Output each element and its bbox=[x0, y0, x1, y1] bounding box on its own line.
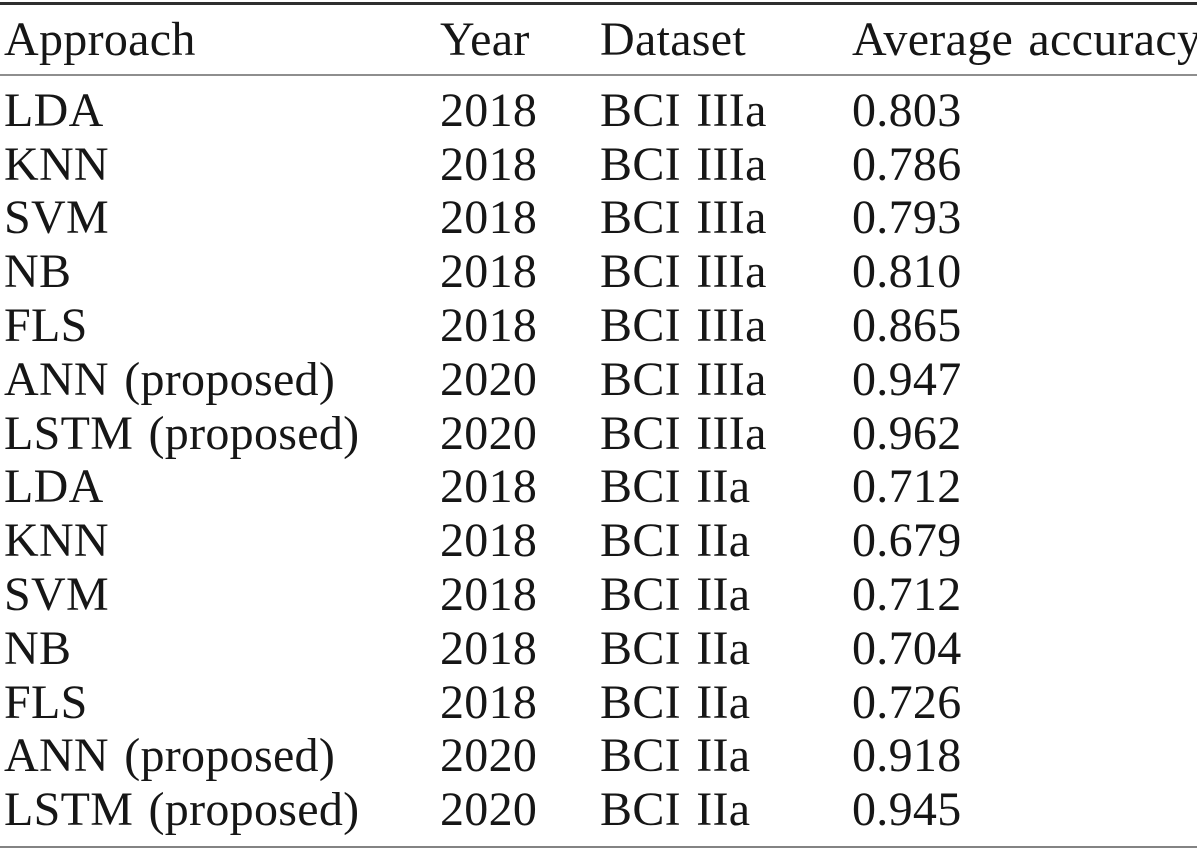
cell-accuracy: 0.704 bbox=[852, 621, 962, 675]
cell-dataset: BCI IIa bbox=[600, 675, 751, 729]
column-header-average-accuracy: Average accuracy bbox=[852, 12, 1197, 66]
cell-accuracy: 0.945 bbox=[852, 783, 962, 837]
cell-year: 2018 bbox=[440, 83, 538, 137]
table-row: LSTM (proposed) 2020 BCI IIa 0.945 bbox=[0, 783, 1197, 837]
cell-approach: LSTM (proposed) bbox=[4, 406, 360, 460]
table-row: ANN (proposed) 2020 BCI IIIa 0.947 bbox=[0, 353, 1197, 407]
cell-dataset: BCI IIIa bbox=[600, 245, 767, 299]
cell-year: 2018 bbox=[440, 621, 538, 675]
cell-approach: NB bbox=[4, 621, 72, 675]
cell-year: 2020 bbox=[440, 406, 538, 460]
table-top-rule bbox=[0, 2, 1197, 5]
cell-approach: ANN (proposed) bbox=[4, 729, 336, 783]
cell-year: 2018 bbox=[440, 245, 538, 299]
table-row: LDA 2018 BCI IIa 0.712 bbox=[0, 461, 1197, 515]
table-header-row: Approach Year Dataset Average accuracy bbox=[0, 5, 1197, 74]
cell-year: 2020 bbox=[440, 783, 538, 837]
cell-accuracy: 0.962 bbox=[852, 406, 962, 460]
cell-year: 2018 bbox=[440, 191, 538, 245]
cell-dataset: BCI IIIa bbox=[600, 83, 767, 137]
cell-dataset: BCI IIa bbox=[600, 621, 751, 675]
cell-year: 2020 bbox=[440, 729, 538, 783]
cell-approach: SVM bbox=[4, 191, 109, 245]
table-row: SVM 2018 BCI IIa 0.712 bbox=[0, 568, 1197, 622]
column-header-approach: Approach bbox=[4, 12, 196, 66]
table-header-rule bbox=[0, 74, 1197, 76]
cell-accuracy: 0.947 bbox=[852, 352, 962, 406]
cell-dataset: BCI IIa bbox=[600, 783, 751, 837]
table-row: KNN 2018 BCI IIIa 0.786 bbox=[0, 138, 1197, 192]
cell-year: 2018 bbox=[440, 514, 538, 568]
cell-dataset: BCI IIIa bbox=[600, 191, 767, 245]
cell-accuracy: 0.679 bbox=[852, 514, 962, 568]
cell-year: 2020 bbox=[440, 352, 538, 406]
table-row: NB 2018 BCI IIIa 0.810 bbox=[0, 245, 1197, 299]
cell-year: 2018 bbox=[440, 460, 538, 514]
cell-dataset: BCI IIa bbox=[600, 460, 751, 514]
cell-accuracy: 0.803 bbox=[852, 83, 962, 137]
cell-accuracy: 0.726 bbox=[852, 675, 962, 729]
cell-approach: SVM bbox=[4, 568, 109, 622]
cell-year: 2018 bbox=[440, 568, 538, 622]
table-row: FLS 2018 BCI IIa 0.726 bbox=[0, 676, 1197, 730]
cell-dataset: BCI IIIa bbox=[600, 299, 767, 353]
cell-approach: FLS bbox=[4, 675, 88, 729]
cell-approach: LSTM (proposed) bbox=[4, 783, 360, 837]
cell-accuracy: 0.918 bbox=[852, 729, 962, 783]
table-row: LSTM (proposed) 2020 BCI IIIa 0.962 bbox=[0, 407, 1197, 461]
cell-approach: FLS bbox=[4, 299, 88, 353]
cell-dataset: BCI IIIa bbox=[600, 352, 767, 406]
cell-dataset: BCI IIIa bbox=[600, 137, 767, 191]
table-row: FLS 2018 BCI IIIa 0.865 bbox=[0, 299, 1197, 353]
cell-accuracy: 0.793 bbox=[852, 191, 962, 245]
cell-dataset: BCI IIa bbox=[600, 568, 751, 622]
cell-accuracy: 0.786 bbox=[852, 137, 962, 191]
cell-dataset: BCI IIIa bbox=[600, 406, 767, 460]
cell-year: 2018 bbox=[440, 299, 538, 353]
table-row: LDA 2018 BCI IIIa 0.803 bbox=[0, 84, 1197, 138]
cell-dataset: BCI IIa bbox=[600, 729, 751, 783]
cell-year: 2018 bbox=[440, 137, 538, 191]
column-header-year: Year bbox=[440, 12, 530, 66]
cell-accuracy: 0.712 bbox=[852, 460, 962, 514]
cell-approach: KNN bbox=[4, 137, 109, 191]
column-header-dataset: Dataset bbox=[600, 12, 747, 66]
cell-approach: ANN (proposed) bbox=[4, 352, 336, 406]
cell-accuracy: 0.712 bbox=[852, 568, 962, 622]
cell-dataset: BCI IIa bbox=[600, 514, 751, 568]
table-body: LDA 2018 BCI IIIa 0.803 KNN 2018 BCI III… bbox=[0, 77, 1197, 837]
cell-approach: LDA bbox=[4, 460, 104, 514]
table-row: NB 2018 BCI IIa 0.704 bbox=[0, 622, 1197, 676]
cell-approach: KNN bbox=[4, 514, 109, 568]
cell-accuracy: 0.810 bbox=[852, 245, 962, 299]
table-row: SVM 2018 BCI IIIa 0.793 bbox=[0, 192, 1197, 246]
cell-year: 2018 bbox=[440, 675, 538, 729]
cell-accuracy: 0.865 bbox=[852, 299, 962, 353]
cell-approach: LDA bbox=[4, 83, 104, 137]
table-row: KNN 2018 BCI IIa 0.679 bbox=[0, 514, 1197, 568]
table-row: ANN (proposed) 2020 BCI IIa 0.918 bbox=[0, 730, 1197, 784]
table-bottom-rule bbox=[0, 846, 1197, 848]
cell-approach: NB bbox=[4, 245, 72, 299]
